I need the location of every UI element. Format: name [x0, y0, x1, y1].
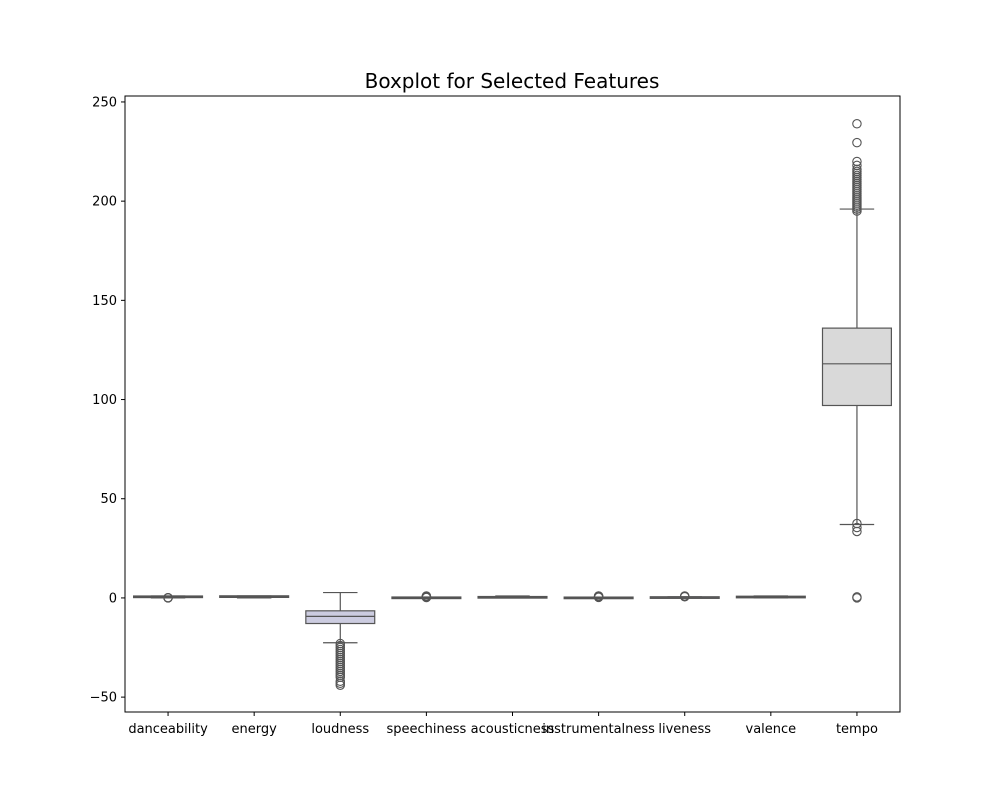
y-tick-label: 100	[92, 393, 117, 408]
boxes-layer	[133, 119, 892, 690]
y-tick-label: −50	[90, 691, 117, 706]
box-group	[735, 595, 806, 599]
box-group	[477, 595, 548, 599]
x-tick-label: instrumentalness	[542, 722, 655, 737]
outlier-point	[335, 678, 346, 688]
outlier-point	[852, 518, 862, 529]
outlier-point	[852, 156, 862, 167]
x-tick-label: tempo	[836, 722, 878, 737]
box-group	[391, 591, 462, 603]
box-iqr	[821, 327, 892, 407]
x-tick-label: acousticness	[471, 722, 555, 737]
y-axis: −50 0 50 100 150 200 250	[90, 95, 125, 706]
chart-title: Boxplot for Selected Features	[365, 69, 660, 93]
outlier-point	[593, 591, 604, 601]
x-tick-label: danceability	[128, 722, 208, 737]
outlier-point	[852, 592, 862, 602]
outlier-point	[421, 591, 432, 601]
box-group	[821, 119, 892, 603]
box-group	[219, 595, 290, 599]
outlier-point	[852, 522, 862, 533]
x-axis: danceability energy loudness speechiness aco…	[128, 712, 878, 737]
box-group	[563, 591, 634, 603]
x-tick-label: liveness	[658, 722, 711, 737]
x-tick-label: speechiness	[386, 722, 466, 737]
x-tick-label: energy	[232, 722, 278, 737]
outlier-point	[852, 119, 862, 129]
y-tick-label: 250	[92, 95, 117, 110]
box-group	[305, 591, 376, 690]
y-tick-label: 50	[100, 492, 117, 507]
outlier-point	[163, 592, 173, 603]
y-tick-label: 200	[92, 195, 117, 210]
outlier-point	[852, 137, 862, 148]
plot-frame	[124, 95, 901, 713]
x-tick-label: loudness	[311, 722, 369, 737]
y-tick-label: 150	[92, 294, 117, 309]
x-tick-label: valence	[746, 722, 797, 737]
y-tick-label: 0	[109, 591, 117, 606]
box-group	[133, 592, 204, 603]
box-group	[649, 591, 720, 602]
outlier-point	[679, 591, 690, 601]
outlier-point	[852, 160, 862, 171]
outlier-point	[335, 680, 346, 690]
box-iqr	[305, 610, 376, 625]
